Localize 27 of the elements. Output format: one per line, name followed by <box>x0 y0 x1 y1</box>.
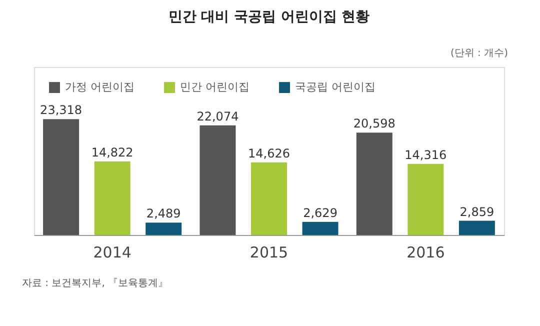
bar <box>458 220 495 235</box>
x-tick-label: 2015 <box>250 244 288 262</box>
legend-label: 민간 어린이집 <box>180 80 250 94</box>
data-label: 14,822 <box>91 145 134 160</box>
data-label: 14,626 <box>248 146 290 160</box>
legend-label: 가정 어린이집 <box>65 80 134 94</box>
bar <box>200 125 236 235</box>
data-label: 2,489 <box>146 206 181 221</box>
data-label: 20,598 <box>353 116 396 131</box>
text: (단위 : 개수) <box>450 48 508 59</box>
bar <box>43 119 80 235</box>
bar <box>356 132 392 235</box>
bar <box>94 161 130 235</box>
chart-title: 민간 대비 국공립 어린이집 현황 <box>168 9 370 25</box>
x-tick-label: 2016 <box>406 244 445 262</box>
data-label: 14,316 <box>404 148 447 162</box>
bar <box>251 162 287 235</box>
data-label: 22,074 <box>196 109 239 124</box>
legend-label: 국공립 어린이집 <box>295 80 376 94</box>
x-tick-label: 2014 <box>93 244 132 262</box>
bar <box>302 222 338 235</box>
data-label: 23,318 <box>40 103 82 118</box>
data-label: 2,629 <box>303 206 338 220</box>
text: 자료 : 보건복지부, 『보육통계』 <box>22 277 168 289</box>
bar <box>146 222 182 235</box>
data-label: 2,859 <box>460 204 494 219</box>
bar <box>408 164 444 235</box>
